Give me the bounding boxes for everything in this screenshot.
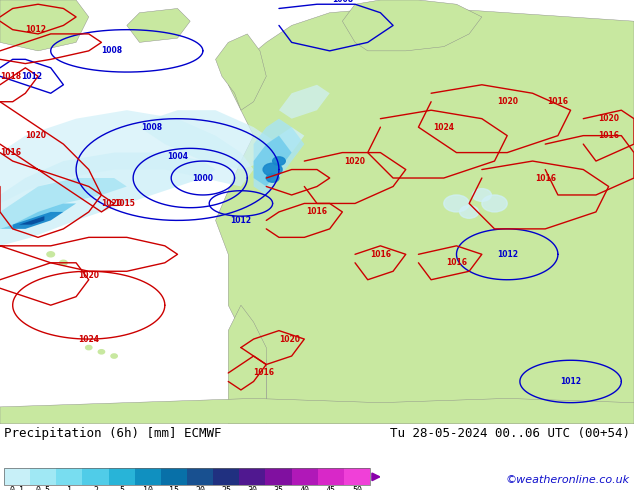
Text: 50: 50	[352, 486, 362, 490]
Text: 1004: 1004	[167, 152, 188, 161]
Text: 5: 5	[119, 486, 124, 490]
Text: 1016: 1016	[534, 173, 556, 182]
Polygon shape	[279, 85, 330, 119]
Circle shape	[47, 252, 55, 257]
Text: 1008: 1008	[141, 122, 163, 132]
Polygon shape	[0, 152, 216, 246]
Text: Precipitation (6h) [mm] ECMWF: Precipitation (6h) [mm] ECMWF	[4, 427, 221, 440]
Circle shape	[266, 174, 279, 182]
Bar	[108, 468, 134, 486]
Bar	[82, 468, 108, 486]
Circle shape	[263, 163, 282, 176]
Text: 25: 25	[221, 486, 231, 490]
Polygon shape	[254, 136, 292, 187]
Text: 1024: 1024	[433, 122, 455, 132]
Bar	[266, 468, 292, 486]
Text: 1020: 1020	[25, 131, 46, 140]
Text: 35: 35	[273, 486, 283, 490]
Text: 1020: 1020	[344, 157, 366, 166]
Polygon shape	[19, 216, 44, 224]
Text: 1016: 1016	[370, 250, 391, 259]
Text: 1008: 1008	[332, 0, 353, 4]
Text: 1008: 1008	[101, 47, 122, 55]
Polygon shape	[216, 8, 634, 424]
Polygon shape	[13, 212, 63, 229]
Polygon shape	[342, 0, 482, 51]
Text: 1000: 1000	[192, 173, 214, 182]
Circle shape	[86, 345, 92, 350]
Text: ©weatheronline.co.uk: ©weatheronline.co.uk	[506, 475, 630, 486]
Bar	[134, 468, 161, 486]
Polygon shape	[0, 398, 634, 424]
Bar	[239, 468, 266, 486]
Bar	[187, 468, 213, 486]
Bar	[56, 468, 82, 486]
Text: 1018: 1018	[0, 72, 21, 81]
Text: 1020: 1020	[78, 271, 100, 280]
Text: 1024: 1024	[78, 335, 100, 343]
Bar	[318, 468, 344, 486]
Bar	[4, 468, 370, 486]
Text: 1016: 1016	[547, 97, 569, 106]
Polygon shape	[266, 127, 304, 152]
Text: 1016: 1016	[254, 368, 275, 377]
Text: 1020: 1020	[496, 97, 518, 106]
Polygon shape	[216, 34, 266, 110]
Text: 1012: 1012	[25, 25, 46, 34]
Polygon shape	[0, 203, 76, 229]
Text: 1016: 1016	[598, 131, 619, 140]
Text: 1020: 1020	[101, 199, 122, 208]
Polygon shape	[0, 0, 89, 51]
Text: 1012: 1012	[230, 216, 252, 225]
Text: 2: 2	[93, 486, 98, 490]
Text: 20: 20	[195, 486, 205, 490]
Text: 10: 10	[143, 486, 153, 490]
Text: 1012: 1012	[560, 377, 581, 386]
Text: 1016: 1016	[306, 207, 328, 217]
Text: 30: 30	[247, 486, 257, 490]
Bar	[30, 468, 56, 486]
Text: 1012: 1012	[496, 250, 518, 259]
Circle shape	[111, 354, 117, 358]
Text: 1016: 1016	[0, 148, 21, 157]
Text: 0.1: 0.1	[10, 486, 25, 490]
Circle shape	[98, 350, 105, 354]
Text: 1015: 1015	[114, 199, 135, 208]
Text: 1: 1	[67, 486, 72, 490]
Text: 15: 15	[169, 486, 179, 490]
Bar	[4, 468, 30, 486]
Circle shape	[472, 189, 491, 201]
Text: 40: 40	[300, 486, 309, 490]
Circle shape	[273, 157, 285, 165]
Circle shape	[60, 260, 67, 265]
Text: 0.5: 0.5	[36, 486, 51, 490]
Polygon shape	[228, 305, 266, 424]
Text: 1020: 1020	[598, 114, 619, 123]
Bar	[292, 468, 318, 486]
Circle shape	[460, 206, 479, 218]
Circle shape	[444, 195, 469, 212]
Circle shape	[482, 195, 507, 212]
Text: 1020: 1020	[279, 335, 300, 343]
Polygon shape	[127, 8, 190, 43]
Polygon shape	[0, 110, 254, 203]
Bar	[344, 468, 370, 486]
Polygon shape	[0, 178, 127, 229]
Text: 1016: 1016	[446, 258, 467, 267]
Polygon shape	[254, 119, 304, 195]
Text: 45: 45	[326, 486, 336, 490]
Bar	[213, 468, 239, 486]
Bar	[161, 468, 187, 486]
Text: 1012: 1012	[21, 72, 42, 81]
Polygon shape	[139, 110, 279, 170]
Text: Tu 28-05-2024 00..06 UTC (00+54): Tu 28-05-2024 00..06 UTC (00+54)	[390, 427, 630, 440]
